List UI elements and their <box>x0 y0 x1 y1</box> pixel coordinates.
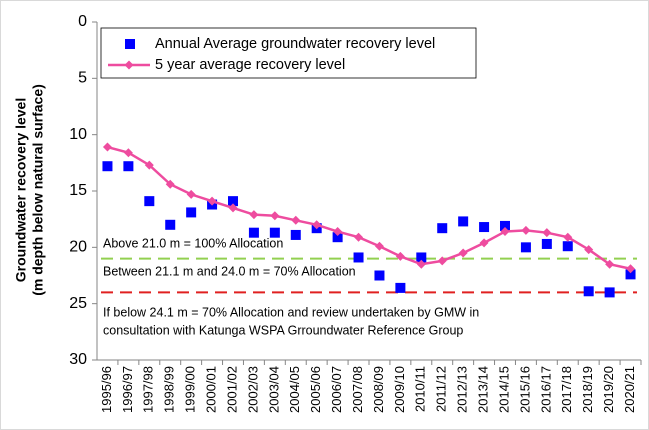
data-point <box>269 227 280 238</box>
data-point <box>521 225 531 235</box>
data-point <box>584 245 594 255</box>
data-point <box>374 241 384 251</box>
y-title: Groundwater recovery level (m depth belo… <box>13 84 46 296</box>
x-tick-label: 1997/98 <box>141 366 156 413</box>
x-tick-label: 2001/02 <box>224 366 239 413</box>
data-point <box>625 269 636 280</box>
x-tick-label: 2006/07 <box>329 366 344 413</box>
data-point <box>458 216 469 227</box>
data-point <box>102 161 113 172</box>
x-tick-label: 2013/14 <box>476 366 491 413</box>
x-tick-label: 2004/05 <box>287 366 302 413</box>
y-title-line: (m depth below natural surface) <box>30 84 46 296</box>
data-point <box>248 227 259 238</box>
legend-symbol <box>124 60 134 70</box>
data-point <box>186 189 196 199</box>
data-point <box>626 264 636 274</box>
y-tick-label: 25 <box>69 295 87 312</box>
data-point <box>562 241 573 252</box>
data-point <box>458 248 468 258</box>
data-point <box>144 196 155 207</box>
data-point <box>416 252 427 263</box>
data-point <box>207 196 217 206</box>
legend-label: Annual Average groundwater recovery leve… <box>155 36 435 52</box>
data-point <box>165 179 175 189</box>
data-point <box>542 228 552 238</box>
legend-box <box>100 27 477 79</box>
data-point <box>437 256 447 266</box>
data-point <box>123 161 134 172</box>
x-tick-label: 2010/11 <box>413 366 428 412</box>
y-tick-label: 15 <box>69 182 87 199</box>
data-point <box>500 220 510 231</box>
x-tick-label: 1996/97 <box>120 366 135 413</box>
x-tick-label: 2019/20 <box>601 366 616 413</box>
data-point <box>541 238 552 249</box>
data-point <box>186 207 197 218</box>
data-point <box>479 222 490 233</box>
data-point <box>353 252 364 263</box>
y-tick-label: 0 <box>78 13 87 30</box>
data-point <box>228 203 238 213</box>
data-point <box>291 215 301 225</box>
data-point <box>479 238 489 248</box>
legend-symbol <box>125 39 135 49</box>
data-point <box>144 160 154 170</box>
x-tick-label: 2015/16 <box>517 366 532 413</box>
data-point <box>312 220 322 230</box>
x-tick-label: 1999/00 <box>183 366 198 413</box>
y-title-line: Groundwater recovery level <box>13 98 29 282</box>
annotation: Between 21.1 m and 24.0 m = 70% Allocati… <box>103 264 356 278</box>
x-tick-label: 1998/99 <box>162 366 177 413</box>
legend-label: 5 year average recovery level <box>155 57 345 73</box>
x-tick-label: 2018/19 <box>580 366 595 413</box>
data-point <box>228 196 238 207</box>
y-tick-label: 30 <box>69 351 87 368</box>
x-tick-label: 2012/13 <box>455 366 470 413</box>
data-point <box>123 148 133 158</box>
data-point <box>500 227 510 237</box>
x-tick-label: 2000/01 <box>204 366 219 413</box>
data-point <box>249 210 259 220</box>
data-point <box>604 287 615 298</box>
x-tick-label: 2014/15 <box>496 366 511 413</box>
x-tick-label: 2007/08 <box>350 366 365 413</box>
x-tick-label: 2020/21 <box>622 366 637 413</box>
x-tick-label: 1995/96 <box>99 366 114 413</box>
data-point <box>437 223 448 234</box>
data-point <box>354 232 364 242</box>
data-point <box>290 229 301 240</box>
data-point <box>332 232 343 243</box>
data-point <box>605 259 615 269</box>
legend: Annual Average groundwater recovery leve… <box>100 27 477 79</box>
annotation: consultation with Katunga WSPA Grroundwa… <box>103 323 463 337</box>
y-tick-label: 5 <box>78 70 87 87</box>
data-point <box>333 227 343 237</box>
data-point <box>416 259 426 269</box>
data-point <box>165 219 176 230</box>
x-tick-label: 2011/12 <box>434 366 449 412</box>
data-point <box>563 232 573 242</box>
y-tick-label: 20 <box>69 239 87 256</box>
data-point <box>102 142 112 152</box>
y-tick-label: 10 <box>69 126 87 143</box>
x-tick-label: 2017/18 <box>559 366 574 413</box>
data-point <box>520 242 531 253</box>
x-tick-label: 2016/17 <box>538 366 553 413</box>
annotation: Above 21.0 m = 100% Allocation <box>103 236 283 250</box>
x-tick-label: 2005/06 <box>308 366 323 413</box>
x-tick-label: 2003/04 <box>266 366 281 413</box>
data-point <box>395 282 406 293</box>
data-point <box>395 251 405 261</box>
x-tick-label: 2008/09 <box>371 366 386 413</box>
data-point <box>270 211 280 221</box>
x-tick-label: 2002/03 <box>245 366 260 413</box>
data-point <box>583 286 594 297</box>
x-tick-label: 2009/10 <box>392 366 407 413</box>
data-point <box>374 270 385 281</box>
annotation: If below 24.1 m = 70% Allocation and rev… <box>103 305 479 319</box>
